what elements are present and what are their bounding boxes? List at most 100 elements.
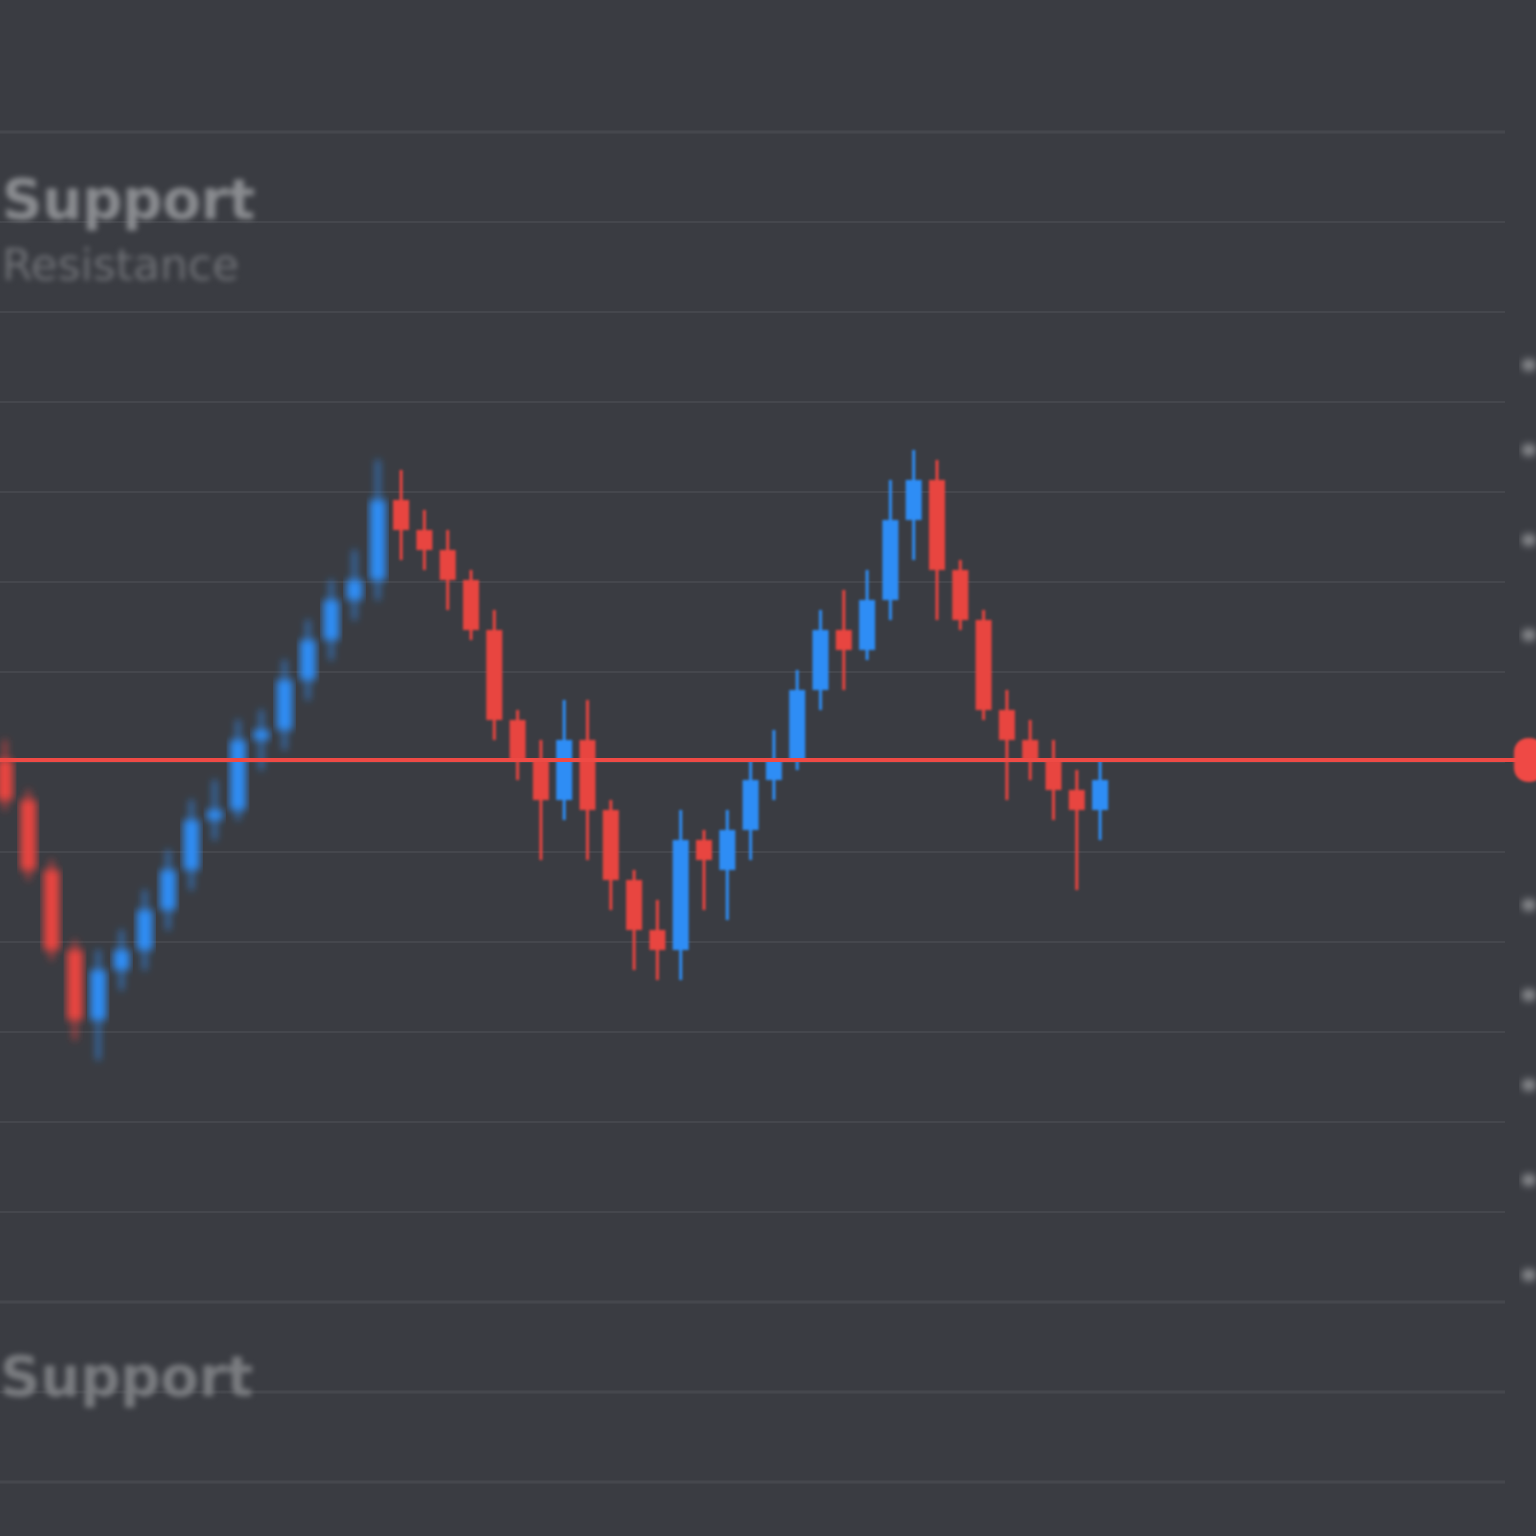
candle-down	[696, 830, 712, 910]
candle-body	[556, 740, 573, 800]
candle-body	[649, 930, 666, 950]
candle-up	[90, 950, 107, 1060]
candle-body	[113, 950, 130, 970]
resistance-label: Resistance	[2, 240, 240, 291]
support-label-bottom: Support	[0, 1345, 254, 1410]
candle-body	[626, 880, 643, 930]
y-tick	[1522, 444, 1536, 456]
candle-up	[206, 780, 223, 840]
candle-up	[1092, 760, 1109, 840]
candle-body	[882, 520, 899, 600]
candle-body	[998, 710, 1015, 740]
candle-body	[952, 570, 969, 620]
candle-up	[346, 550, 363, 620]
candle-up	[369, 460, 386, 600]
candle-body	[463, 580, 479, 630]
candle-up	[882, 480, 899, 620]
candle-body	[1045, 760, 1062, 790]
y-tick	[1522, 534, 1536, 546]
candle-down	[975, 610, 992, 720]
y-tick	[1522, 359, 1536, 371]
candle-down	[1045, 740, 1062, 820]
candle-down	[626, 870, 643, 970]
candle-body	[299, 640, 316, 680]
y-tick	[1522, 899, 1536, 911]
candle-body	[602, 810, 619, 880]
candle-body	[253, 730, 270, 740]
candle-down	[579, 700, 596, 860]
support-label-top: Support	[2, 168, 256, 233]
candle-up	[230, 720, 246, 820]
y-tick	[1522, 629, 1536, 641]
y-tick	[1522, 1269, 1536, 1281]
candle-body	[369, 500, 386, 580]
candle-up	[136, 890, 153, 970]
candle-up	[160, 850, 177, 930]
candle-up	[812, 610, 829, 710]
candle-down	[0, 740, 13, 810]
candle-body	[789, 690, 806, 760]
candle-up	[789, 670, 806, 770]
candle-body	[160, 870, 177, 910]
candle-body	[416, 530, 433, 550]
y-axis-ticks	[1522, 359, 1536, 1281]
candle-body	[719, 830, 736, 870]
y-tick	[1522, 989, 1536, 1001]
candle-body	[393, 500, 410, 530]
y-tick	[1522, 1174, 1536, 1186]
candle-down	[602, 800, 619, 910]
candle-down	[998, 690, 1015, 800]
candle-body	[509, 720, 526, 760]
candle-up	[323, 580, 340, 660]
grid-lines	[0, 130, 1505, 1484]
candles	[0, 450, 1109, 1060]
candle-down	[439, 530, 456, 610]
candle-down	[416, 510, 433, 570]
y-tick	[1522, 1079, 1536, 1091]
candle-down	[509, 710, 526, 780]
candle-body	[90, 970, 107, 1020]
candle-body	[346, 580, 363, 600]
candle-up	[299, 620, 316, 700]
support-price-marker	[1514, 738, 1536, 782]
candle-body	[439, 550, 456, 580]
candle-down	[1068, 770, 1085, 890]
candle-up	[672, 810, 689, 980]
candle-down	[649, 900, 666, 980]
candle-down	[393, 470, 410, 560]
candle-up	[859, 570, 876, 660]
candle-body	[532, 760, 549, 800]
candle-body	[975, 620, 992, 710]
candle-down	[463, 570, 479, 640]
candle-down	[952, 560, 969, 630]
candle-down	[43, 860, 60, 960]
candle-body	[230, 740, 246, 810]
candle-down	[486, 610, 503, 740]
candle-up	[113, 930, 130, 990]
candle-body	[20, 800, 37, 870]
candle-body	[183, 820, 200, 870]
candle-body	[905, 480, 922, 520]
candle-body	[579, 740, 596, 810]
candle-body	[812, 630, 829, 690]
candle-body	[929, 480, 945, 570]
candle-body	[66, 950, 83, 1020]
candle-down	[835, 590, 852, 690]
candle-down	[1022, 720, 1039, 780]
candle-body	[1092, 780, 1109, 810]
candle-down	[929, 460, 945, 620]
candle-body	[0, 760, 13, 800]
candle-up	[183, 800, 200, 890]
candle-body	[835, 630, 852, 650]
candle-body	[43, 870, 60, 950]
candle-body	[859, 600, 876, 650]
candle-up	[742, 760, 759, 860]
candle-body	[696, 840, 712, 860]
candle-down	[66, 940, 83, 1040]
candle-body	[206, 810, 223, 820]
candle-body	[742, 780, 759, 830]
candle-up	[719, 810, 736, 920]
candle-body	[323, 600, 340, 640]
candle-up	[276, 660, 293, 750]
